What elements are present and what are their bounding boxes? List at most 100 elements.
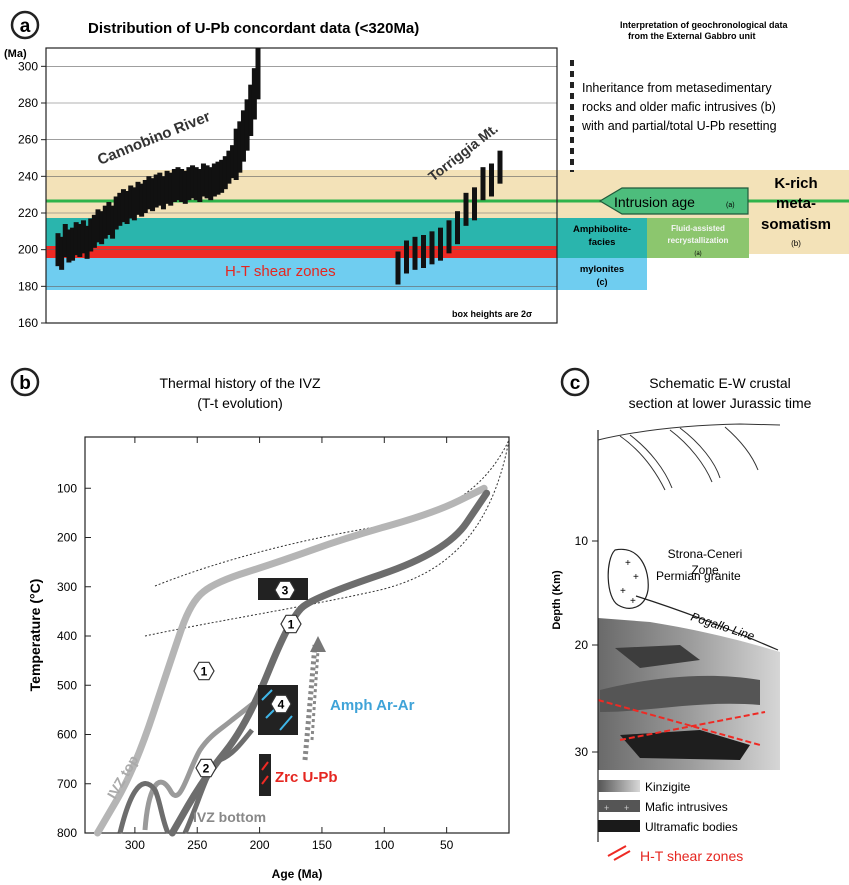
amph-mark-1 <box>261 689 273 701</box>
y-tick-label: 200 <box>18 243 38 257</box>
legend-ultramafic: Ultramafic bodies <box>645 820 738 834</box>
data-box <box>182 170 188 204</box>
data-box <box>244 99 250 151</box>
panel-c-ylabel: Depth (Km) <box>551 570 563 630</box>
intrusion-age-ref: (a) <box>726 202 735 209</box>
panel-b-markers: 1 1 2 3 4 <box>193 580 302 778</box>
fault-2a <box>669 429 713 483</box>
data-box <box>91 214 97 248</box>
y-tick-label: 220 <box>18 206 38 220</box>
curve-ivz-bottom <box>168 489 491 837</box>
data-box <box>73 222 79 256</box>
panel-a-title: Distribution of U-Pb concordant data (<3… <box>88 20 419 37</box>
data-box <box>66 229 72 263</box>
x-tick-label: 200 <box>250 838 270 852</box>
marker-hexagon <box>193 661 215 681</box>
ultramafic-body <box>620 730 750 760</box>
data-box <box>429 231 435 265</box>
data-box <box>455 211 460 245</box>
fluid-ref: (a) <box>694 251 701 257</box>
marker-hexagon <box>280 614 302 634</box>
panel-a-frame <box>45 47 558 324</box>
data-box <box>497 150 503 184</box>
fault-2b <box>679 427 721 479</box>
marker-label: 1 <box>201 665 208 679</box>
inheritance-line-1: Inheritance from metasedimentary <box>582 81 772 95</box>
data-box <box>99 211 105 245</box>
label-ivz-bottom: IVZ bottom <box>193 809 266 825</box>
y-tick-label: 600 <box>57 728 77 742</box>
data-box <box>131 187 137 221</box>
depth-tick-label: 10 <box>575 534 589 548</box>
zrc-box <box>259 754 271 796</box>
amph-box <box>258 685 298 735</box>
data-box <box>200 163 206 197</box>
data-box <box>110 205 116 239</box>
k-rich-line-2: meta- <box>776 195 816 212</box>
band-teal-right <box>557 246 647 258</box>
amphibolite-line-2: facies <box>589 237 616 248</box>
panel-b-badge <box>10 367 40 397</box>
panel-c-legend: Kinzigite + + Mafic intrusives Ultramafi… <box>598 780 743 864</box>
panel-c-title-1: Schematic E-W crustal <box>649 375 791 391</box>
label-amph-ar-ar: Amph Ar-Ar <box>330 697 415 714</box>
data-box <box>255 48 261 100</box>
data-box <box>421 235 426 268</box>
data-box <box>95 209 101 243</box>
data-box <box>211 163 217 197</box>
data-box <box>186 167 192 201</box>
x-tick-label: 250 <box>187 838 207 852</box>
panel-b-letter: b <box>19 373 31 394</box>
data-box <box>55 233 61 267</box>
panel-a-letter: a <box>20 16 31 37</box>
data-box <box>208 167 214 201</box>
data-box <box>197 169 203 202</box>
fault-3 <box>724 426 759 471</box>
amphibolite-line-4: (c) <box>597 277 608 287</box>
panel-c-badge <box>560 367 590 397</box>
data-box <box>446 220 452 254</box>
data-box <box>142 180 148 213</box>
fluid-line-1: Fluid-assisted <box>671 224 725 233</box>
x-tick-label: 100 <box>374 838 394 852</box>
k-rich-line-1: K-rich <box>774 175 817 192</box>
intrusion-age-arrow <box>598 187 749 215</box>
data-box <box>219 159 225 193</box>
legend-kinzigite: Kinzigite <box>645 780 691 794</box>
zrc-mark-1 <box>261 761 269 771</box>
y-tick-label: 260 <box>18 133 38 147</box>
data-box <box>135 181 141 215</box>
panel-a-y-axis: 300 280 260 240 220 200 180 160 <box>18 59 46 330</box>
shear-zone-lines <box>597 699 766 746</box>
depth-tick-label: 20 <box>575 638 589 652</box>
legend-kinzigite-swatch <box>598 780 640 792</box>
granite-plus-2: + <box>633 572 639 583</box>
data-box <box>150 178 156 212</box>
y-tick-label: 280 <box>18 96 38 110</box>
mafic-intrusive-1 <box>615 645 700 668</box>
wavy-curve-light <box>142 688 272 831</box>
panel-b-ylabel: Temperature (°C) <box>27 579 43 692</box>
intrusion-age-label: Intrusion age <box>614 194 695 210</box>
panel-c-title-2: section at lower Jurassic time <box>629 395 812 411</box>
data-box <box>153 174 159 208</box>
y-tick-label: 200 <box>57 531 77 545</box>
mafic-intrusive-2 <box>600 675 760 712</box>
zone-label-2: Zone <box>691 563 719 577</box>
x-tick-label: 150 <box>312 838 332 852</box>
fault-1b <box>629 434 673 489</box>
data-box <box>102 205 108 239</box>
x-tick-label: 300 <box>125 838 145 852</box>
data-box <box>472 187 477 221</box>
marker-hexagon <box>270 694 292 714</box>
marker-hexagon <box>195 758 217 778</box>
label-shear-zones: H-T shear zones <box>225 263 336 280</box>
amphibolite-line-1: Amphibolite- <box>573 224 631 235</box>
envelope-upper <box>154 439 510 587</box>
y-tick-label: 180 <box>18 279 38 293</box>
data-box <box>175 167 181 201</box>
data-box <box>204 165 210 199</box>
data-box <box>395 251 401 285</box>
data-box <box>164 170 170 204</box>
legend-ultramafic-swatch <box>598 820 640 832</box>
